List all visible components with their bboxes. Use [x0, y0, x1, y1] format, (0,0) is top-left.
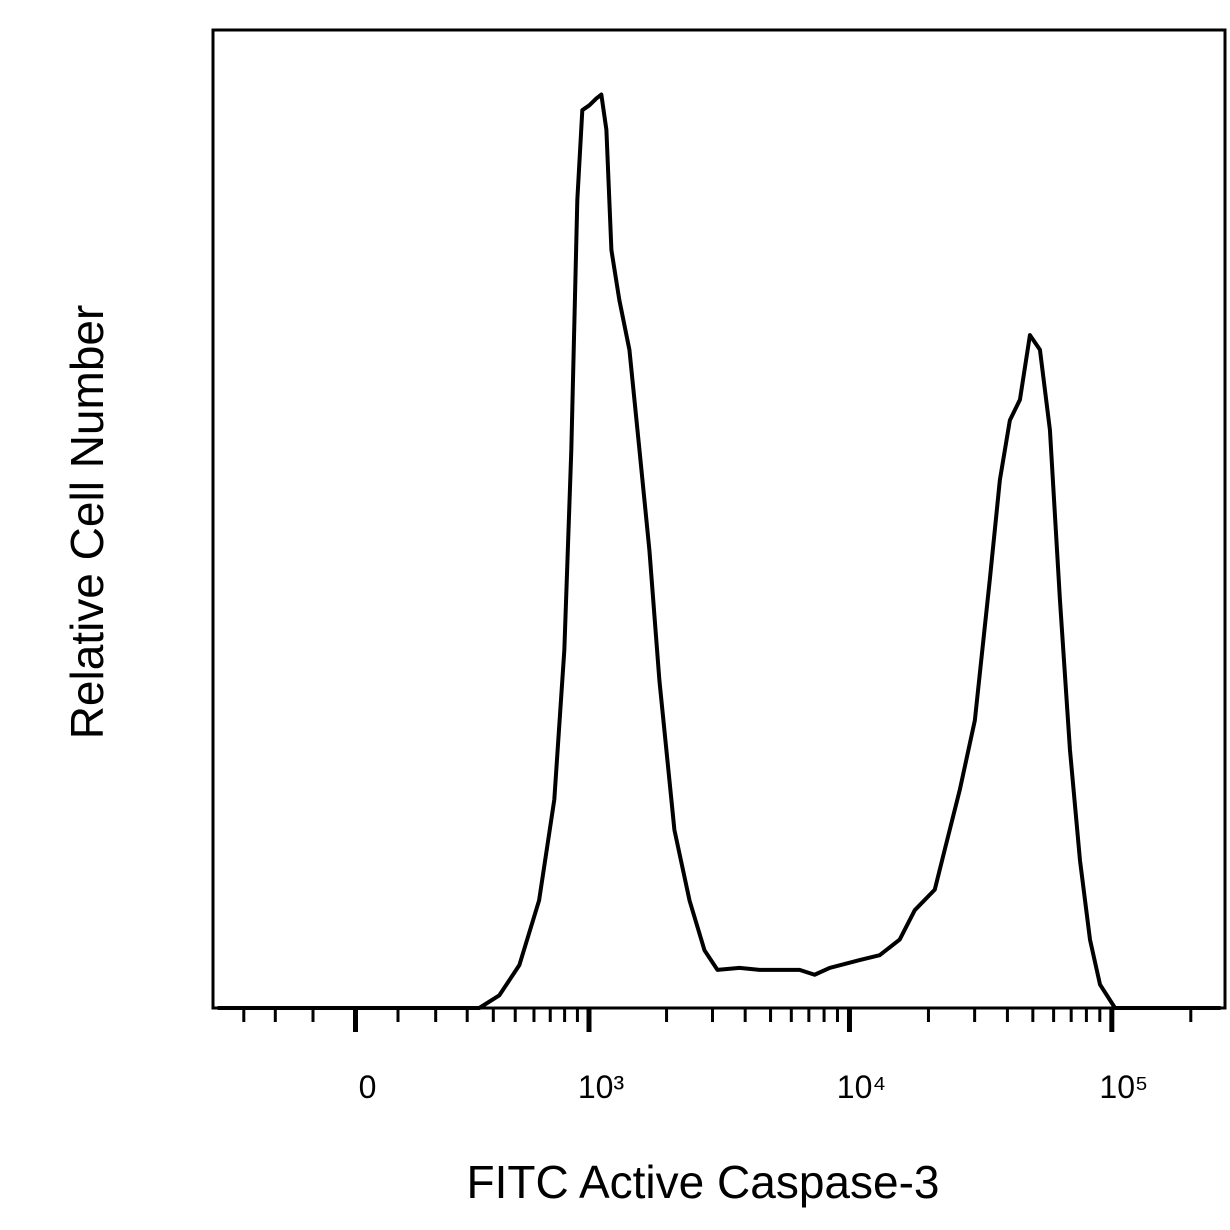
- y-axis-title: Relative Cell Number: [61, 305, 113, 740]
- x-tick-label: 10⁴: [837, 1069, 886, 1105]
- x-axis-title: FITC Active Caspase-3: [467, 1156, 940, 1208]
- x-tick-label: 0: [359, 1069, 377, 1105]
- x-tick-label: 10³: [578, 1069, 625, 1105]
- histogram-line: [217, 92, 1221, 1010]
- plot-frame: [211, 28, 1227, 1010]
- x-tick-label: 10⁵: [1099, 1069, 1148, 1105]
